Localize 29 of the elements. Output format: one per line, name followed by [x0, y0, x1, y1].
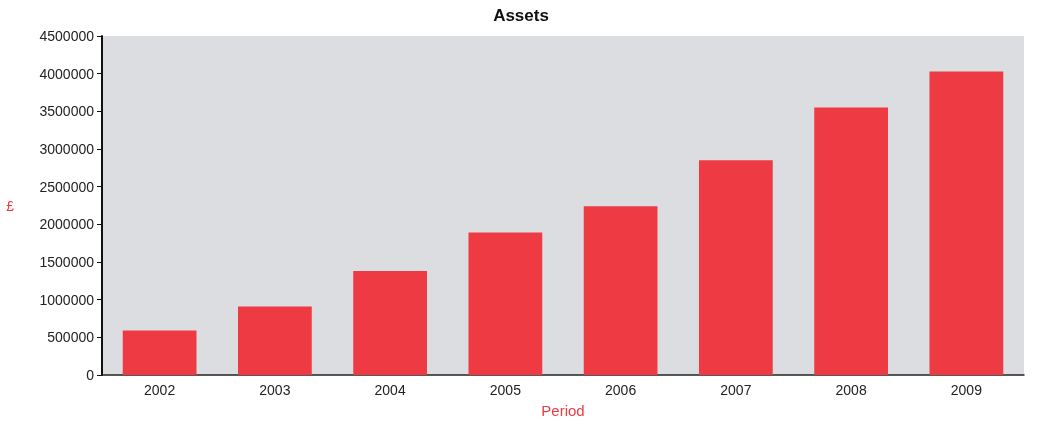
y-axis-title: £ [6, 197, 15, 214]
bar [468, 232, 543, 375]
x-tick-label: 2009 [950, 382, 983, 398]
x-tick-label: 2005 [489, 382, 522, 398]
bar [583, 206, 658, 375]
bar [929, 71, 1004, 375]
bar [122, 330, 197, 375]
bar [238, 306, 312, 375]
x-tick-label: 2003 [259, 382, 291, 398]
x-tick-label: 2006 [605, 382, 637, 398]
bar [353, 271, 428, 375]
x-axis-title: Period [541, 402, 585, 419]
x-tick-label: 2008 [835, 382, 867, 398]
y-tick-label: 0 [86, 367, 95, 383]
bar [699, 160, 773, 375]
bar [814, 107, 889, 375]
y-tick-label: 3000000 [39, 141, 95, 157]
y-tick-label: 1000000 [39, 291, 95, 308]
y-tick-label: 2500000 [39, 178, 95, 195]
x-tick-label: 2002 [144, 382, 176, 398]
y-tick-label: 3500000 [39, 103, 95, 120]
x-tick-label: 2004 [374, 382, 406, 398]
y-tick-label: 1500000 [39, 254, 95, 270]
x-tick-label: 2007 [720, 382, 752, 398]
y-tick-label: 500000 [47, 329, 95, 346]
y-tick-label: 4500000 [39, 28, 95, 44]
y-tick-label: 4000000 [39, 65, 95, 82]
y-tick-label: 2000000 [39, 216, 95, 233]
chart-title: Assets [493, 6, 549, 25]
